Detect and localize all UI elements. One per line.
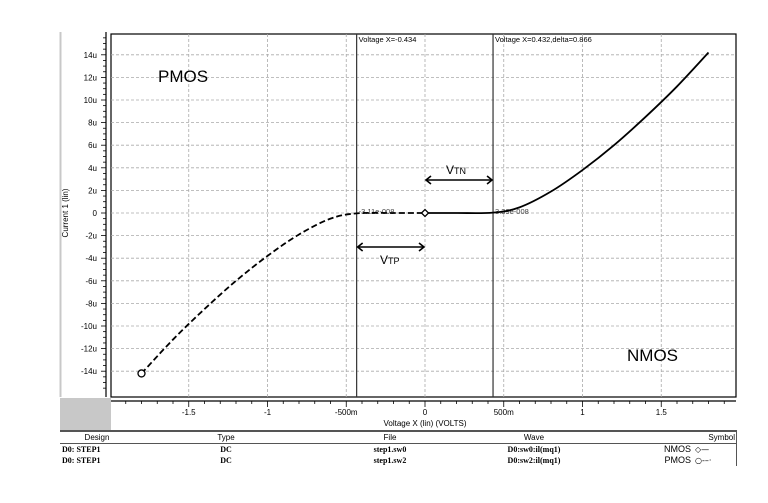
legend-header-row: Design Type File Wave Symbol: [60, 430, 737, 444]
y-axis-label: Current 1 (lin): [61, 188, 70, 237]
legend-right-border: [736, 430, 737, 466]
header-wave: Wave: [462, 430, 606, 444]
pmos-curve: [140, 211, 426, 375]
x-tick-label: 1: [580, 408, 585, 417]
y-tick-label: -12u: [81, 345, 97, 354]
legend-design: D0: STEP1: [62, 445, 101, 454]
cursor-label: Voltage X=-0.434: [359, 35, 417, 44]
y-tick-label: 4u: [88, 164, 97, 173]
legend-type: DC: [220, 445, 232, 454]
nmos-curve: [424, 51, 710, 215]
legend-wave: D0:sw2:il(mq1): [507, 456, 561, 465]
y-tick-label: -8u: [85, 299, 97, 308]
nmos-label: NMOS: [627, 346, 678, 365]
x-axis: -1.5 -1 -500m 0 500m 1 1.5: [111, 400, 736, 417]
legend-type: DC: [220, 456, 232, 465]
grid-lines: [111, 34, 736, 397]
x-axis-label: Voltage X (lin) (VOLTS): [384, 419, 467, 428]
y-tick-label: -4u: [85, 254, 97, 263]
legend-file: step1.sw2: [373, 456, 407, 465]
vtn-arrow-icon: [424, 175, 494, 185]
plot-area: Voltage X=-0.434 -3.11e-008 Voltage X=0.43…: [110, 33, 737, 398]
vtp-arrow-icon: [356, 242, 426, 252]
circle-marker-icon: [137, 369, 146, 378]
legend-row-nmos[interactable]: D0: STEP1 DC step1.sw0 D0:sw0:il(mq1) NM…: [60, 444, 737, 456]
legend-file: step1.sw0: [373, 445, 407, 454]
y-tick-label: 10u: [84, 96, 97, 105]
legend-table: Design Type File Wave Symbol D0: STEP1 D…: [60, 430, 737, 466]
x-tick-label: 0: [423, 408, 428, 417]
cursor-lines: Voltage X=-0.434 -3.11e-008 Voltage X=0.43…: [356, 34, 592, 397]
legend-row-pmos[interactable]: D0: STEP1 DC step1.sw2 D0:sw2:il(mq1) PM…: [60, 455, 737, 466]
legend-label: NMOS: [664, 444, 691, 454]
legend-wave: D0:sw0:il(mq1): [507, 445, 561, 454]
header-type: Type: [134, 430, 318, 444]
legend-label: PMOS: [664, 455, 691, 465]
y-tick-label: -6u: [85, 277, 97, 286]
cursor-value-label: -3.11e-008: [359, 207, 395, 216]
cursor-label: Voltage X=0.432,delta=0.866: [495, 35, 592, 44]
waveform-chart: Voltage X=-0.434 -3.11e-008 Voltage X=0.43…: [59, 32, 737, 430]
annotations: PMOS NMOS VTN VTP: [158, 67, 678, 365]
x-tick-label: -1: [264, 408, 272, 417]
x-tick-label: -1.5: [182, 408, 196, 417]
y-axis: 14u 12u 10u 8u 6u 4u 2u 0 -2u -4u -6u -8u -10u -12u -1…: [81, 32, 107, 397]
legend-design: D0: STEP1: [62, 456, 101, 465]
y-tick-label: 2u: [88, 186, 97, 195]
diamond-marker-icon: ◇—: [695, 445, 710, 454]
y-tick-label: -14u: [81, 367, 97, 376]
circle-marker-icon: ○-–·: [695, 456, 712, 465]
y-tick-label: 6u: [88, 141, 97, 150]
pmos-label: PMOS: [158, 67, 208, 86]
y-tick-label: -2u: [85, 232, 97, 241]
diamond-marker-icon: [420, 208, 430, 218]
corner-block: [60, 398, 111, 430]
x-tick-label: 1.5: [656, 408, 668, 417]
curves: [137, 51, 710, 378]
vtn-label: VTN: [446, 163, 466, 177]
y-tick-label: -10u: [81, 322, 97, 331]
x-tick-label: -500m: [335, 408, 358, 417]
y-tick-label: 14u: [84, 51, 97, 60]
y-tick-label: 12u: [84, 73, 97, 82]
cursor-value-label: 3.39e-008: [495, 207, 529, 216]
y-tick-label: 8u: [88, 119, 97, 128]
vtp-label: VTP: [380, 253, 400, 267]
header-design: Design: [60, 430, 134, 444]
header-file: File: [318, 430, 462, 444]
y-tick-label: 0: [93, 209, 98, 218]
header-symbol: Symbol: [606, 430, 737, 444]
x-tick-label: 500m: [494, 408, 514, 417]
